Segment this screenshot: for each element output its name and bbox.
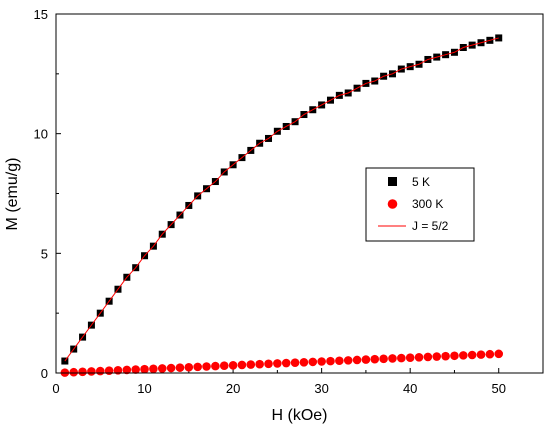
point-300k [485, 349, 495, 359]
point-300k [255, 359, 264, 369]
point-300k [166, 363, 176, 373]
point-300k [335, 356, 344, 366]
point-300k [405, 353, 415, 362]
point-300k [290, 358, 300, 367]
point-300k [184, 362, 194, 372]
legend-label-300k: 300 K [412, 197, 443, 211]
point-300k [441, 351, 450, 361]
point-300k [361, 355, 371, 364]
point-300k [149, 364, 158, 374]
x-tick-label: 10 [137, 381, 151, 396]
legend-box [365, 167, 475, 242]
point-300k [113, 366, 123, 375]
y-tick-label: 5 [41, 246, 48, 261]
legend-label-5k: 5 K [412, 175, 430, 189]
legend-label-fit: J = 5/2 [412, 219, 449, 233]
x-axis-label: H (kOe) [272, 407, 328, 424]
point-300k [273, 359, 282, 368]
point-300k [219, 361, 229, 371]
point-300k [308, 357, 318, 367]
point-300k [69, 367, 79, 377]
point-300k [211, 361, 220, 371]
point-300k [423, 352, 433, 362]
fit-line-j52 [64, 37, 499, 362]
point-300k [264, 359, 273, 369]
x-tick-label: 0 [52, 381, 59, 396]
point-300k [388, 354, 397, 363]
legend-marker-300k [387, 199, 398, 209]
point-300k [432, 352, 442, 361]
x-tick-label: 50 [491, 381, 505, 396]
point-300k [131, 365, 140, 374]
y-tick-label: 10 [34, 127, 48, 142]
point-300k [87, 367, 96, 376]
point-300k [450, 351, 459, 361]
point-300k [299, 357, 309, 367]
point-300k [379, 354, 388, 364]
point-300k [494, 349, 504, 359]
point-300k [476, 350, 486, 359]
point-300k [193, 362, 202, 372]
point-300k [140, 364, 149, 374]
point-300k [352, 355, 362, 365]
point-300k [95, 366, 105, 376]
y-tick-label: 15 [34, 7, 48, 22]
point-300k [246, 360, 256, 369]
point-300k [104, 366, 114, 376]
point-300k [281, 358, 291, 368]
point-300k [467, 350, 477, 360]
legend: 5 K 300 K J = 5/2 [365, 167, 475, 242]
point-300k [414, 352, 424, 362]
y-axis-label: M (emu/g) [4, 158, 21, 231]
point-300k [343, 356, 353, 365]
x-tick-label: 30 [314, 381, 328, 396]
point-300k [78, 367, 87, 377]
point-300k [326, 356, 335, 366]
point-300k [157, 364, 167, 373]
point-300k [202, 362, 211, 371]
point-300k [122, 365, 132, 375]
x-tick-label: 20 [226, 381, 240, 396]
point-300k [228, 361, 238, 370]
point-300k [459, 351, 468, 360]
point-300k [317, 357, 326, 366]
point-300k [370, 354, 380, 364]
ticks: 0 10 20 30 40 50 0 5 10 15 [34, 7, 506, 396]
x-tick-label: 40 [403, 381, 417, 396]
point-300k [237, 360, 247, 370]
y-tick-label: 0 [41, 366, 48, 381]
plot-frame [55, 13, 544, 374]
point-300k [397, 353, 406, 363]
point-300k [175, 363, 185, 372]
legend-marker-5k [388, 177, 397, 186]
